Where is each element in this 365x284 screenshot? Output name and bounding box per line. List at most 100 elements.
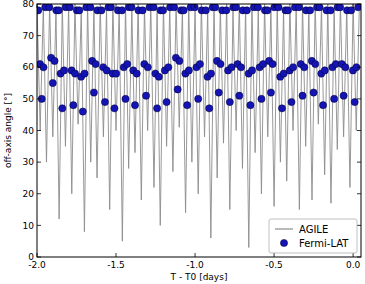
fermi-point bbox=[275, 4, 282, 11]
y-tick-label: 80 bbox=[23, 0, 35, 9]
fermi-point bbox=[310, 89, 317, 96]
y-tick bbox=[37, 35, 41, 36]
fermi-point bbox=[284, 7, 291, 14]
fermi-point bbox=[206, 105, 213, 112]
fermi-point bbox=[223, 7, 230, 14]
fermi-point bbox=[316, 4, 323, 11]
fermi-point bbox=[46, 4, 53, 11]
fermi-point bbox=[174, 86, 181, 93]
fermi-point bbox=[195, 95, 202, 102]
y-tick bbox=[37, 4, 41, 5]
y-tick bbox=[357, 162, 361, 163]
fermi-point bbox=[113, 70, 120, 77]
fermi-point bbox=[196, 60, 203, 67]
y-tick bbox=[357, 67, 361, 68]
x-tick-label: -1.0 bbox=[186, 260, 204, 270]
x-tick-label: -2.0 bbox=[28, 260, 46, 270]
x-tick bbox=[116, 253, 117, 257]
legend: AGILE Fermi-LAT bbox=[269, 219, 357, 253]
x-tick bbox=[274, 4, 275, 8]
legend-label: AGILE bbox=[299, 224, 328, 235]
x-tick bbox=[274, 253, 275, 257]
fermi-point bbox=[351, 98, 358, 105]
y-tick bbox=[357, 257, 361, 258]
fermi-point bbox=[55, 7, 62, 14]
legend-label: Fermi-LAT bbox=[299, 238, 349, 249]
y-tick-label: 40 bbox=[23, 126, 35, 136]
fermi-point bbox=[215, 89, 222, 96]
fermi-point bbox=[267, 89, 274, 96]
fermi-point bbox=[355, 4, 361, 11]
fermi-point bbox=[107, 4, 114, 11]
fermi-point bbox=[301, 64, 308, 71]
y-tick bbox=[37, 98, 41, 99]
fermi-point bbox=[49, 79, 56, 86]
fermi-point bbox=[342, 64, 349, 71]
y-tick bbox=[37, 193, 41, 194]
y-tick bbox=[37, 162, 41, 163]
chart: 01020304050607080-2.0-1.5-1.0-0.50.0T - … bbox=[0, 0, 365, 284]
fermi-point bbox=[128, 4, 135, 11]
fermi-point bbox=[353, 64, 360, 71]
y-tick bbox=[357, 4, 361, 5]
fermi-point bbox=[288, 98, 295, 105]
fermi-point bbox=[319, 102, 326, 109]
x-tick-label: -0.5 bbox=[265, 260, 283, 270]
fermi-point bbox=[51, 57, 58, 64]
fermi-point bbox=[340, 92, 347, 99]
fermi-point bbox=[165, 64, 172, 71]
fermi-point bbox=[81, 70, 88, 77]
fermi-point bbox=[249, 67, 256, 74]
fermi-point bbox=[321, 67, 328, 74]
fermi-point bbox=[312, 60, 319, 67]
legend-line bbox=[275, 228, 293, 229]
x-axis-label: T - T0 [days] bbox=[170, 272, 228, 282]
fermi-point bbox=[278, 105, 285, 112]
fermi-point bbox=[76, 7, 83, 14]
fermi-point bbox=[331, 95, 338, 102]
x-tick bbox=[37, 4, 38, 8]
plot-area bbox=[37, 4, 361, 248]
fermi-point bbox=[133, 70, 140, 77]
fermi-point bbox=[144, 64, 151, 71]
y-tick-label: 20 bbox=[23, 189, 35, 199]
fermi-point bbox=[202, 7, 209, 14]
legend-marker bbox=[280, 239, 287, 246]
y-tick bbox=[37, 67, 41, 68]
y-tick bbox=[357, 225, 361, 226]
fermi-point bbox=[163, 98, 170, 105]
fermi-point bbox=[79, 108, 86, 115]
y-tick-label: 70 bbox=[23, 31, 35, 41]
fermi-point bbox=[142, 92, 149, 99]
fermi-point bbox=[295, 4, 302, 11]
background bbox=[0, 0, 365, 284]
x-tick bbox=[195, 4, 196, 8]
fermi-point bbox=[299, 92, 306, 99]
fermi-point bbox=[131, 102, 138, 109]
y-tick bbox=[357, 35, 361, 36]
fermi-point bbox=[264, 7, 271, 14]
plot-frame bbox=[37, 4, 361, 257]
fermi-point bbox=[290, 64, 297, 71]
fermi-point bbox=[154, 105, 161, 112]
y-tick bbox=[357, 98, 361, 99]
fermi-point bbox=[150, 4, 157, 11]
fermi-point bbox=[226, 98, 233, 105]
x-tick-label: -1.5 bbox=[107, 260, 125, 270]
fermi-point bbox=[92, 60, 99, 67]
fermi-point bbox=[160, 7, 167, 14]
y-tick bbox=[37, 257, 41, 258]
fermi-point bbox=[247, 102, 254, 109]
fermi-point bbox=[139, 7, 146, 14]
agile-line bbox=[37, 4, 359, 248]
fermi-point bbox=[180, 7, 187, 14]
y-tick-label: 60 bbox=[23, 62, 35, 72]
fermi-point bbox=[237, 64, 244, 71]
fermi-point bbox=[87, 4, 94, 11]
fermi-point bbox=[122, 95, 129, 102]
fermi-point bbox=[232, 4, 239, 11]
y-tick bbox=[37, 225, 41, 226]
fermi-point bbox=[207, 70, 214, 77]
fermi-point bbox=[176, 57, 183, 64]
fermi-point bbox=[111, 105, 118, 112]
